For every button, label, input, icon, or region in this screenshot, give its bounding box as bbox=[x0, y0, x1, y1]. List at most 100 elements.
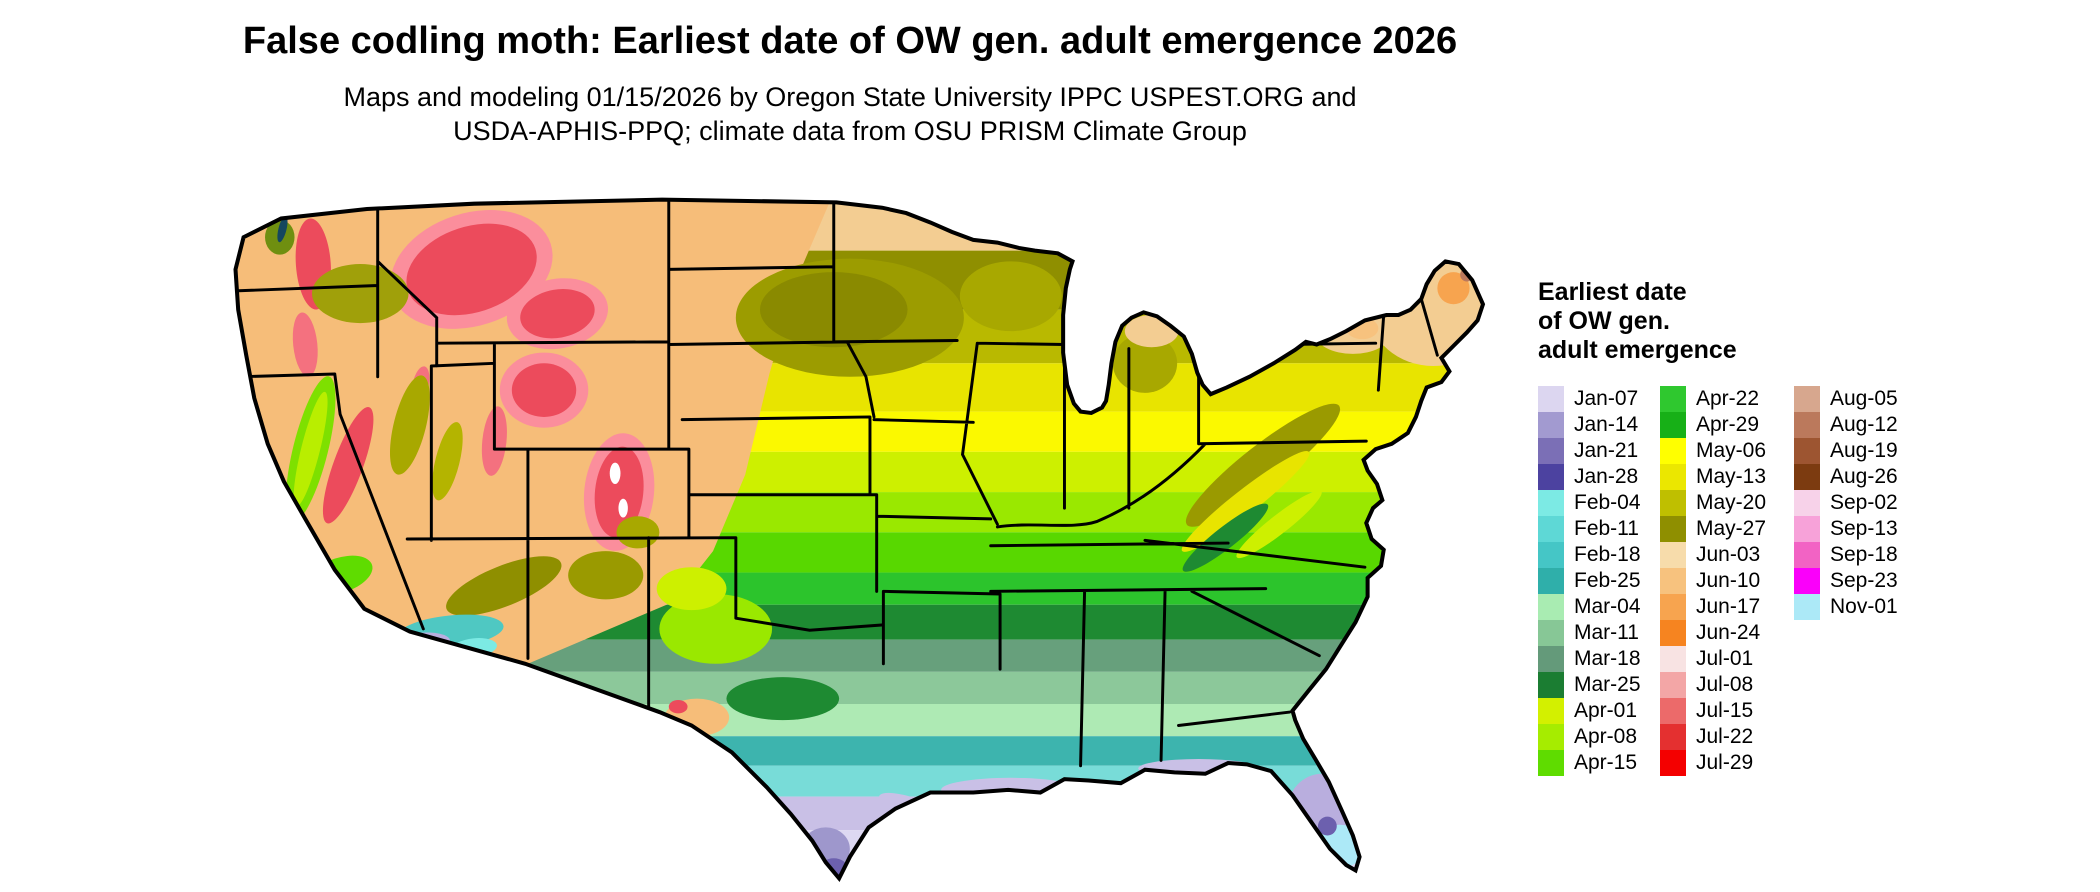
legend-label: Nov-01 bbox=[1830, 595, 1898, 618]
legend-label: Jul-15 bbox=[1696, 699, 1754, 722]
legend-entry: Jun-24 bbox=[1660, 620, 1766, 646]
legend-swatch bbox=[1660, 438, 1686, 464]
legend-swatch bbox=[1794, 490, 1820, 516]
legend-label: Mar-04 bbox=[1574, 595, 1641, 618]
legend-entry: Sep-13 bbox=[1794, 516, 1898, 542]
legend-swatch bbox=[1794, 542, 1820, 568]
legend-label: Apr-01 bbox=[1574, 699, 1638, 722]
puget-sound-detail bbox=[277, 216, 288, 243]
legend-entry: Apr-08 bbox=[1538, 724, 1641, 750]
legend-swatch bbox=[1660, 620, 1686, 646]
legend-label: Aug-19 bbox=[1830, 439, 1898, 462]
legend-swatch bbox=[1538, 386, 1564, 412]
legend-entry: Apr-15 bbox=[1538, 750, 1641, 776]
us-emergence-map bbox=[206, 186, 1487, 884]
legend-title-line-3: adult emergence bbox=[1538, 336, 1737, 364]
legend-swatch bbox=[1794, 568, 1820, 594]
legend-entry: Jun-03 bbox=[1660, 542, 1766, 568]
legend-swatch bbox=[1538, 490, 1564, 516]
legend-entry: May-27 bbox=[1660, 516, 1766, 542]
legend-entry: Aug-05 bbox=[1794, 386, 1898, 412]
subtitle: Maps and modeling 01/15/2026 by Oregon S… bbox=[0, 80, 1700, 148]
legend-swatch bbox=[1794, 594, 1820, 620]
legend-label: Sep-02 bbox=[1830, 491, 1898, 514]
legend-swatch bbox=[1538, 542, 1564, 568]
legend-label: Jul-08 bbox=[1696, 673, 1754, 696]
legend-entry: Jan-14 bbox=[1538, 412, 1641, 438]
legend-column-1: Jan-07 Jan-14 Jan-21 Jan-28 Feb-04 Feb-1… bbox=[1538, 386, 1641, 776]
legend-swatch bbox=[1538, 724, 1564, 750]
legend-entry: Jan-28 bbox=[1538, 464, 1641, 490]
legend-label: Aug-05 bbox=[1830, 387, 1898, 410]
legend-entry: Nov-01 bbox=[1794, 594, 1898, 620]
legend-label: Jan-07 bbox=[1574, 387, 1639, 410]
legend-swatch bbox=[1794, 386, 1820, 412]
legend-label: Sep-23 bbox=[1830, 569, 1898, 592]
legend-label: Jan-14 bbox=[1574, 413, 1639, 436]
legend-entry: Feb-25 bbox=[1538, 568, 1641, 594]
legend-label: May-13 bbox=[1696, 465, 1767, 488]
map-texas-patches bbox=[656, 567, 850, 878]
legend-entry: Sep-23 bbox=[1794, 568, 1898, 594]
legend-entry: Apr-01 bbox=[1538, 698, 1641, 724]
legend-swatch bbox=[1660, 568, 1686, 594]
legend-swatch bbox=[1660, 646, 1686, 672]
legend-label: Feb-11 bbox=[1574, 517, 1639, 540]
legend-swatch bbox=[1660, 490, 1686, 516]
legend-entry: Sep-02 bbox=[1794, 490, 1898, 516]
legend-entry: May-20 bbox=[1660, 490, 1766, 516]
us-outline bbox=[233, 197, 1486, 883]
legend-column-3: Aug-05 Aug-12 Aug-19 Aug-26 Sep-02 Sep-1… bbox=[1794, 386, 1898, 620]
legend-swatch bbox=[1538, 646, 1564, 672]
legend-entry: Feb-04 bbox=[1538, 490, 1641, 516]
legend-title-line-2: of OW gen. bbox=[1538, 307, 1670, 335]
map-appalachian-streaks bbox=[1181, 403, 1341, 572]
legend-entry: Feb-11 bbox=[1538, 516, 1641, 542]
legend-label: May-06 bbox=[1696, 439, 1767, 462]
legend-label: Aug-26 bbox=[1830, 465, 1898, 488]
legend-column-2: Apr-22 Apr-29 May-06 May-13 May-20 May-2… bbox=[1660, 386, 1766, 776]
legend-swatch bbox=[1794, 438, 1820, 464]
legend-entry: Mar-18 bbox=[1538, 646, 1641, 672]
legend-label: Jan-28 bbox=[1574, 465, 1639, 488]
legend-swatch bbox=[1660, 412, 1686, 438]
legend-swatch bbox=[1660, 516, 1686, 542]
us-map-svg bbox=[233, 197, 1486, 883]
legend-swatch bbox=[1538, 672, 1564, 698]
legend-swatch bbox=[1538, 516, 1564, 542]
legend-entry: Mar-04 bbox=[1538, 594, 1641, 620]
legend-label: Jan-21 bbox=[1574, 439, 1639, 462]
legend-swatch bbox=[1660, 724, 1686, 750]
legend-swatch bbox=[1538, 620, 1564, 646]
legend-label: May-20 bbox=[1696, 491, 1767, 514]
legend-swatch bbox=[1538, 698, 1564, 724]
legend-label: Jul-01 bbox=[1696, 647, 1754, 670]
subtitle-line-2: USDA-APHIS-PPQ; climate data from OSU PR… bbox=[453, 116, 1247, 146]
page-title: False codling moth: Earliest date of OW … bbox=[242, 20, 1458, 62]
legend-label: Sep-18 bbox=[1830, 543, 1898, 566]
legend-entry: Apr-29 bbox=[1660, 412, 1766, 438]
legend-swatch bbox=[1538, 412, 1564, 438]
legend-label: Jul-22 bbox=[1696, 725, 1754, 748]
legend-entry: Feb-18 bbox=[1538, 542, 1641, 568]
legend-label: Jun-24 bbox=[1696, 621, 1761, 644]
legend-swatch bbox=[1794, 464, 1820, 490]
legend-swatch bbox=[1538, 464, 1564, 490]
legend-entry: May-13 bbox=[1660, 464, 1766, 490]
legend-entry: May-06 bbox=[1660, 438, 1766, 464]
legend-entry: Jan-07 bbox=[1538, 386, 1641, 412]
legend-label: Feb-18 bbox=[1574, 543, 1641, 566]
legend-swatch bbox=[1660, 464, 1686, 490]
legend-label: Jul-29 bbox=[1696, 751, 1754, 774]
legend-label: May-27 bbox=[1696, 517, 1767, 540]
legend-label: Mar-11 bbox=[1574, 621, 1639, 644]
legend-title-line-1: Earliest date bbox=[1538, 278, 1687, 306]
legend-entry: Jul-15 bbox=[1660, 698, 1766, 724]
legend-swatch bbox=[1794, 412, 1820, 438]
legend-swatch bbox=[1660, 672, 1686, 698]
legend-label: Jun-10 bbox=[1696, 569, 1761, 592]
legend-label: Apr-15 bbox=[1574, 751, 1638, 774]
legend-swatch bbox=[1660, 542, 1686, 568]
legend-label: Mar-18 bbox=[1574, 647, 1641, 670]
legend-entry: Jun-10 bbox=[1660, 568, 1766, 594]
